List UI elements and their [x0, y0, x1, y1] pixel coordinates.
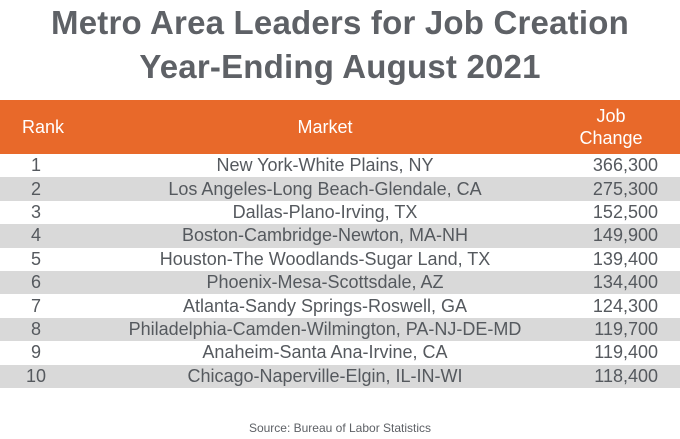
header-job-change: Job Change — [564, 100, 680, 154]
rank-cell: 3 — [30, 201, 41, 222]
title-line-2: Year-Ending August 2021 — [139, 48, 541, 85]
table-row: 6 Phoenix-Mesa-Scottsdale, AZ 134,400 — [0, 270, 680, 295]
job-change-cell: 275,300 — [592, 178, 658, 199]
table-row: 3 Dallas-Plano-Irving, TX 152,500 — [0, 201, 680, 224]
header-market: Market — [297, 117, 353, 137]
market-cell: Atlanta-Sandy Springs-Roswell, GA — [182, 295, 468, 316]
table-row: 2 Los Angeles-Long Beach-Glendale, CA 275,… — [0, 177, 680, 201]
table-row: 7 Atlanta-Sandy Springs-Roswell, GA 124,30… — [0, 294, 680, 317]
table-row: 1 New York-White Plains, NY 366,300 — [0, 154, 680, 177]
header-job-line-2: Change — [579, 128, 643, 148]
rank-cell: 6 — [30, 272, 41, 293]
job-change-cell: 149,900 — [592, 225, 658, 246]
chart-title: Metro Area Leaders for Job Creation Year… — [0, 0, 680, 89]
header-job-line-1: Job — [596, 106, 626, 126]
table-container: Rank Market Job Change 1 New York-White P… — [0, 100, 680, 388]
market-cell: Phoenix-Mesa-Scottsdale, AZ — [206, 272, 444, 293]
rank-cell: 5 — [30, 248, 41, 269]
rank-cell: 10 — [25, 365, 47, 386]
job-change-cell: 366,300 — [592, 155, 658, 176]
source-note: Source: Bureau of Labor Statistics — [248, 421, 432, 435]
table-row: 9 Anaheim-Santa Ana-Irvine, CA 119,400 — [0, 341, 680, 364]
job-change-cell: 152,500 — [592, 201, 658, 222]
market-cell: Chicago-Naperville-Elgin, IL-IN-WI — [187, 365, 463, 386]
rank-cell: 1 — [30, 155, 41, 176]
market-cell: Houston-The Woodlands-Sugar Land, TX — [159, 248, 491, 269]
table-row: 5 Houston-The Woodlands-Sugar Land, TX 139… — [0, 248, 680, 271]
market-cell: Anaheim-Santa Ana-Irvine, CA — [202, 342, 448, 363]
job-change-cell: 119,700 — [594, 318, 658, 339]
table-body: 1 New York-White Plains, NY 366,300 2 Los An… — [0, 154, 680, 388]
market-cell: Boston-Cambridge-Newton, MA-NH — [181, 225, 469, 246]
rank-cell: 4 — [30, 225, 41, 246]
table-row: 10 Chicago-Naperville-Elgin, IL-IN-WI 118,… — [0, 364, 680, 388]
market-cell: Los Angeles-Long Beach-Glendale, CA — [168, 178, 482, 199]
rank-cell: 2 — [30, 178, 41, 199]
job-change-cell: 139,400 — [592, 248, 658, 269]
market-cell: Dallas-Plano-Irving, TX — [232, 201, 418, 222]
job-change-cell: 118,400 — [594, 365, 658, 386]
title-line-1: Metro Area Leaders for Job Creation — [51, 4, 629, 41]
job-change-cell: 124,300 — [592, 295, 658, 316]
job-change-cell: 134,400 — [592, 272, 658, 293]
rank-cell: 7 — [30, 295, 41, 316]
table-header: Rank Market Job Change — [0, 100, 680, 154]
job-change-cell: 119,400 — [594, 342, 658, 363]
market-cell: New York-White Plains, NY — [216, 155, 434, 176]
market-cell: Philadelphia-Camden-Wilmington, PA-NJ-DE… — [128, 318, 522, 339]
table-row: 4 Boston-Cambridge-Newton, MA-NH 149,900 — [0, 224, 680, 248]
header-row: Rank Market Job Change — [0, 100, 680, 154]
rank-cell: 9 — [30, 342, 41, 363]
header-rank: Rank — [21, 117, 65, 137]
rank-cell: 8 — [30, 318, 41, 339]
job-creation-table: Rank Market Job Change 1 New York-White P… — [0, 100, 680, 388]
table-row: 8 Philadelphia-Camden-Wilmington, PA-NJ-D… — [0, 317, 680, 342]
